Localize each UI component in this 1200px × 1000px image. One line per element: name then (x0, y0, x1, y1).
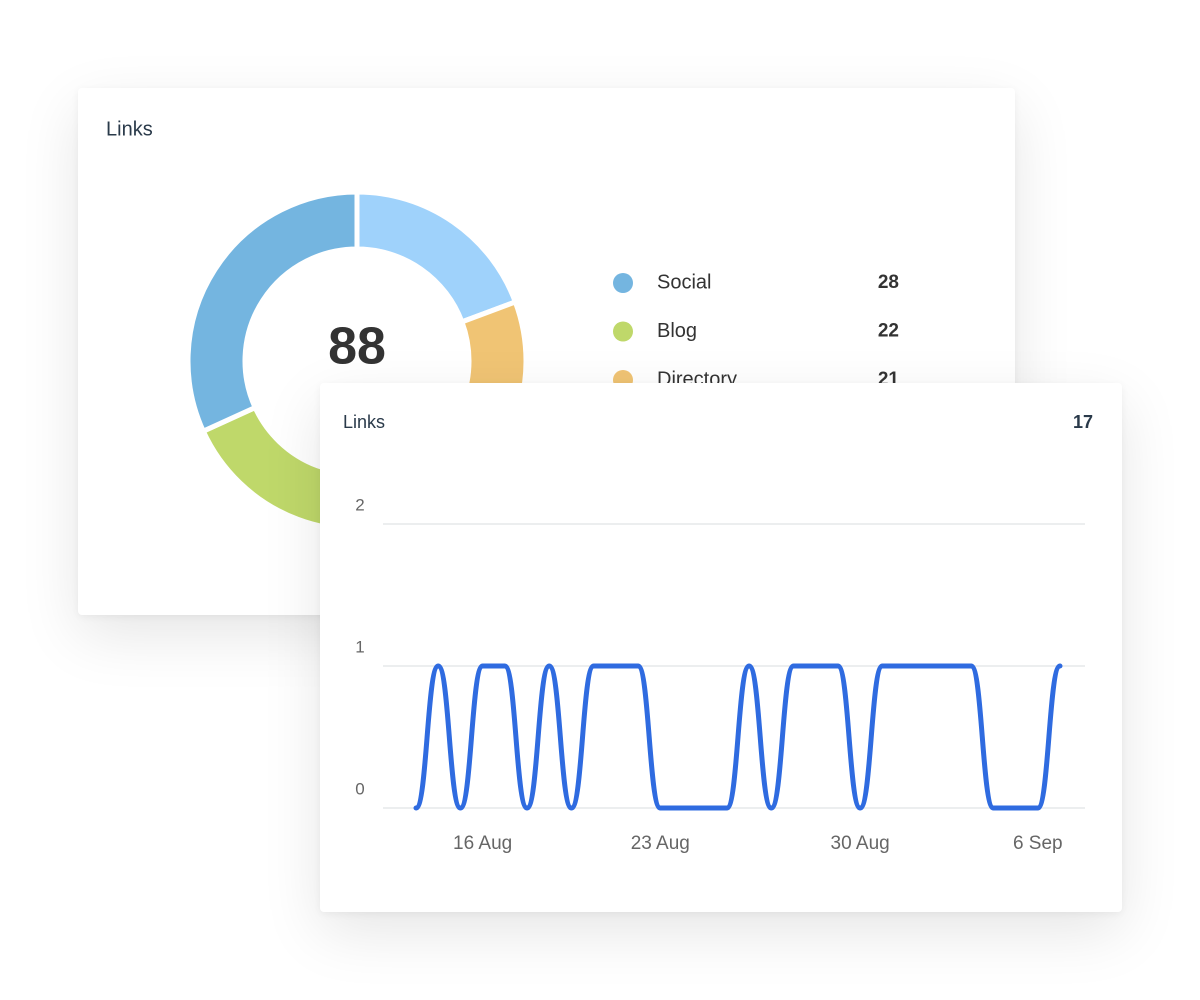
y-tick-label: 0 (355, 779, 364, 798)
legend-value: 22 (878, 321, 899, 342)
card-total: 17 (1073, 412, 1093, 432)
data-line (413, 663, 1063, 811)
y-tick-label: 1 (355, 637, 364, 656)
line-card: Links 17 0 1 2 16 Aug 23 Aug 30 Aug 6 Sep (320, 383, 1122, 912)
card-title: Links (343, 412, 385, 432)
legend-label: Social (657, 271, 711, 293)
legend-value: 28 (878, 272, 899, 293)
card-title: Links (106, 118, 153, 140)
donut-total: 88 (328, 318, 386, 376)
x-tick-label: 30 Aug (831, 833, 890, 854)
legend-swatch (613, 321, 633, 342)
legend-label: Blog (657, 320, 697, 342)
x-tick-label: 6 Sep (1013, 833, 1063, 854)
x-tick-label: 23 Aug (631, 833, 690, 854)
line-chart: Links 17 0 1 2 16 Aug 23 Aug 30 Aug 6 Sep (343, 412, 1093, 854)
y-tick-label: 2 (355, 495, 364, 514)
legend-swatch (613, 273, 633, 293)
donut-segment (185, 189, 360, 435)
donut-segment (354, 189, 519, 326)
x-tick-label: 16 Aug (453, 833, 512, 854)
